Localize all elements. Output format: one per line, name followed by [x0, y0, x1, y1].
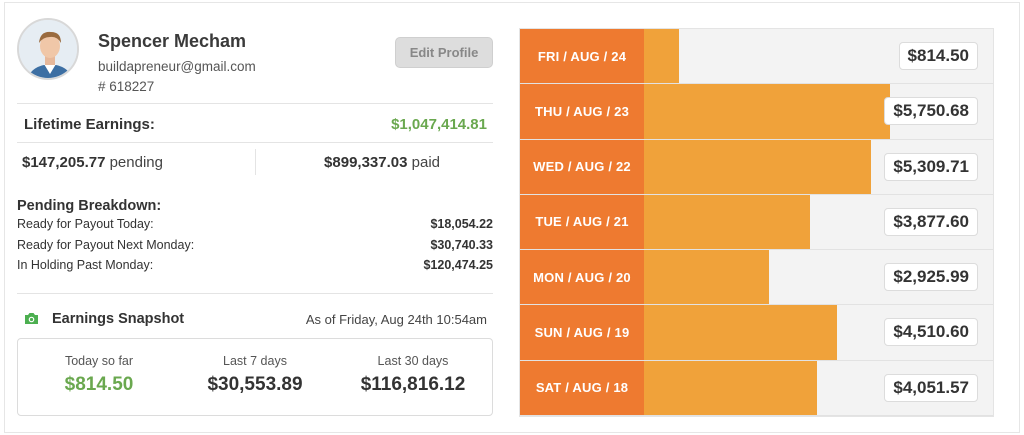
pending-breakdown: Pending Breakdown: Ready for Payout Toda… — [17, 198, 493, 279]
paid-label: paid — [411, 154, 440, 171]
snapshot-separator — [17, 293, 493, 294]
snapshot-7-days-label: Last 7 days — [223, 354, 287, 368]
breakdown-label: In Holding Past Monday: — [17, 258, 154, 272]
day-row: FRI / AUG / 24 $814.50 — [520, 29, 993, 85]
dashboard-frame — [4, 2, 1020, 433]
day-amount: $4,510.60 — [884, 318, 978, 347]
snapshot-header: Earnings Snapshot As of Friday, Aug 24th… — [17, 310, 493, 330]
edit-profile-button[interactable]: Edit Profile — [395, 37, 493, 68]
breakdown-row: Ready for Payout Today: $18,054.22 — [17, 217, 493, 238]
snapshot-30-days: Last 30 days $116,816.12 — [338, 354, 488, 396]
avatar — [17, 18, 79, 80]
breakdown-label: Ready for Payout Today: — [17, 217, 154, 231]
pending-amount: $147,205.77 — [22, 154, 106, 171]
day-amount: $814.50 — [898, 42, 978, 70]
day-bar — [644, 29, 679, 84]
day-amount: $3,877.60 — [884, 207, 978, 236]
paid-amount: $899,337.03 — [324, 154, 408, 171]
profile-user-id: # 618227 — [98, 79, 155, 94]
paid-total: $899,337.03 paid — [324, 154, 440, 171]
day-bar — [644, 360, 818, 415]
day-bar — [644, 305, 837, 360]
day-label: SAT / AUG / 18 — [520, 360, 644, 415]
profile-name: Spencer Mecham — [98, 31, 247, 51]
profile-header: Spencer Mecham buildapreneur@gmail.com #… — [17, 18, 493, 102]
day-bar — [644, 84, 890, 139]
snapshot-today-label: Today so far — [64, 354, 134, 368]
person-avatar-icon — [19, 20, 77, 78]
day-bar — [644, 139, 872, 194]
snapshot-today-value: $814.50 — [64, 374, 134, 395]
lifetime-earnings-value: $1,047,414.81 — [391, 116, 487, 133]
breakdown-value: $18,054.22 — [430, 217, 493, 231]
day-label: TUE / AUG / 21 — [520, 194, 644, 250]
lifetime-earnings-row: Lifetime Earnings: $1,047,414.81 — [17, 103, 493, 143]
pending-paid-row: $147,205.77 pending $899,337.03 paid — [17, 143, 493, 181]
pending-total: $147,205.77 pending — [22, 154, 163, 171]
day-row: MON / AUG / 20 $2,925.99 — [520, 250, 993, 306]
day-amount: $5,309.71 — [884, 152, 978, 181]
breakdown-value: $30,740.33 — [430, 237, 493, 252]
day-row: TUE / AUG / 21 $3,877.60 — [520, 194, 993, 251]
day-label: THU / AUG / 23 — [520, 84, 644, 139]
earnings-summary-panel: Spencer Mecham buildapreneur@gmail.com #… — [17, 18, 493, 416]
camera-icon — [25, 313, 38, 324]
day-bar — [644, 194, 810, 250]
snapshot-30-days-label: Last 30 days — [377, 354, 449, 368]
day-amount: $4,051.57 — [884, 373, 978, 402]
snapshot-7-days: Last 7 days $30,553.89 — [180, 354, 330, 396]
snapshot-7-days-value: $30,553.89 — [207, 374, 303, 395]
daily-earnings-bars: FRI / AUG / 24 $814.50 THU / AUG / 23 $5,75… — [519, 28, 994, 417]
profile-email: buildapreneur@gmail.com — [98, 59, 256, 74]
pending-breakdown-title: Pending Breakdown: — [17, 198, 162, 214]
breakdown-label: Ready for Payout Next Monday: — [17, 237, 195, 252]
day-row: THU / AUG / 23 $5,750.68 — [520, 84, 993, 140]
snapshot-30-days-value: $116,816.12 — [360, 374, 466, 395]
snapshot-today: Today so far $814.50 — [24, 354, 174, 396]
snapshot-title: Earnings Snapshot — [52, 311, 185, 327]
breakdown-row: Ready for Payout Next Monday: $30,740.33 — [17, 238, 493, 259]
day-label: MON / AUG / 20 — [520, 250, 644, 305]
day-label: WED / AUG / 22 — [520, 139, 644, 194]
snapshot-timestamp: As of Friday, Aug 24th 10:54am — [305, 312, 487, 327]
day-bar — [644, 250, 770, 305]
day-label: FRI / AUG / 24 — [520, 29, 644, 84]
day-row: WED / AUG / 22 $5,309.71 — [520, 139, 993, 195]
pending-label: pending — [109, 154, 163, 171]
day-amount: $2,925.99 — [884, 263, 978, 292]
lifetime-earnings-label: Lifetime Earnings: — [24, 116, 155, 133]
breakdown-row: In Holding Past Monday: $120,474.25 — [17, 258, 493, 279]
day-row: SUN / AUG / 19 $4,510.60 — [520, 305, 993, 361]
snapshot-box: Today so far $814.50 Last 7 days $30,553… — [17, 338, 493, 416]
breakdown-value: $120,474.25 — [423, 258, 493, 272]
day-row: SAT / AUG / 18 $4,051.57 — [520, 360, 993, 416]
split-divider — [255, 149, 256, 175]
day-label: SUN / AUG / 19 — [520, 305, 644, 360]
day-amount: $5,750.68 — [884, 97, 978, 126]
